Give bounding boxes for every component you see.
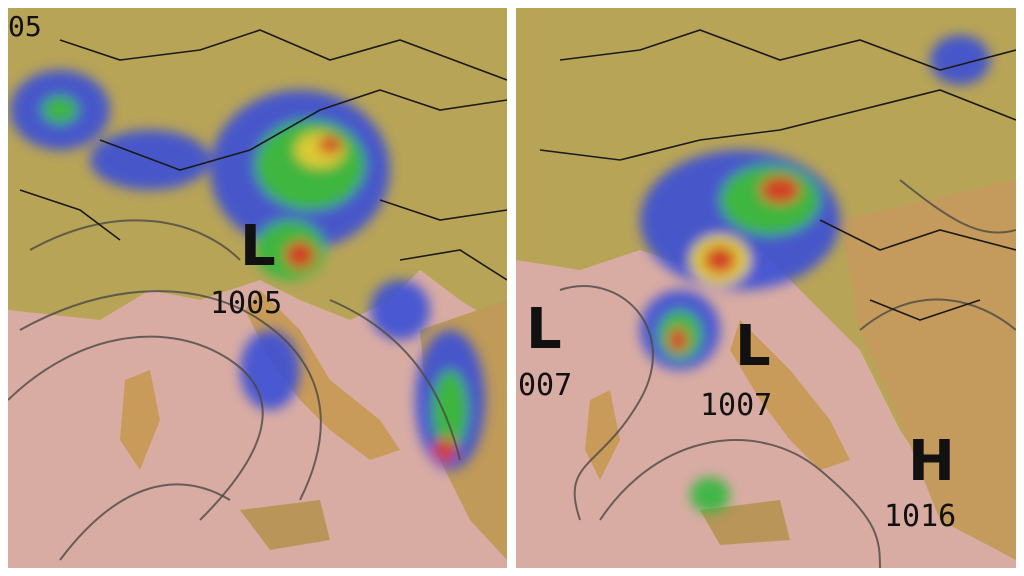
pressure-value: 05 xyxy=(8,10,42,43)
pressure-labels: 05 L 1005 L 007 L 1007 H 1016 xyxy=(8,10,956,534)
map-left xyxy=(8,8,507,568)
low-marker: L xyxy=(735,314,771,379)
high-marker: H xyxy=(908,429,955,494)
pressure-value: 1016 xyxy=(884,499,956,534)
pressure-value: 1005 xyxy=(210,286,282,321)
map-right xyxy=(516,8,1016,568)
low-marker: L xyxy=(526,297,562,362)
pressure-value: 007 xyxy=(518,368,572,403)
pressure-value: 1007 xyxy=(700,388,772,423)
low-marker: L xyxy=(240,214,276,279)
